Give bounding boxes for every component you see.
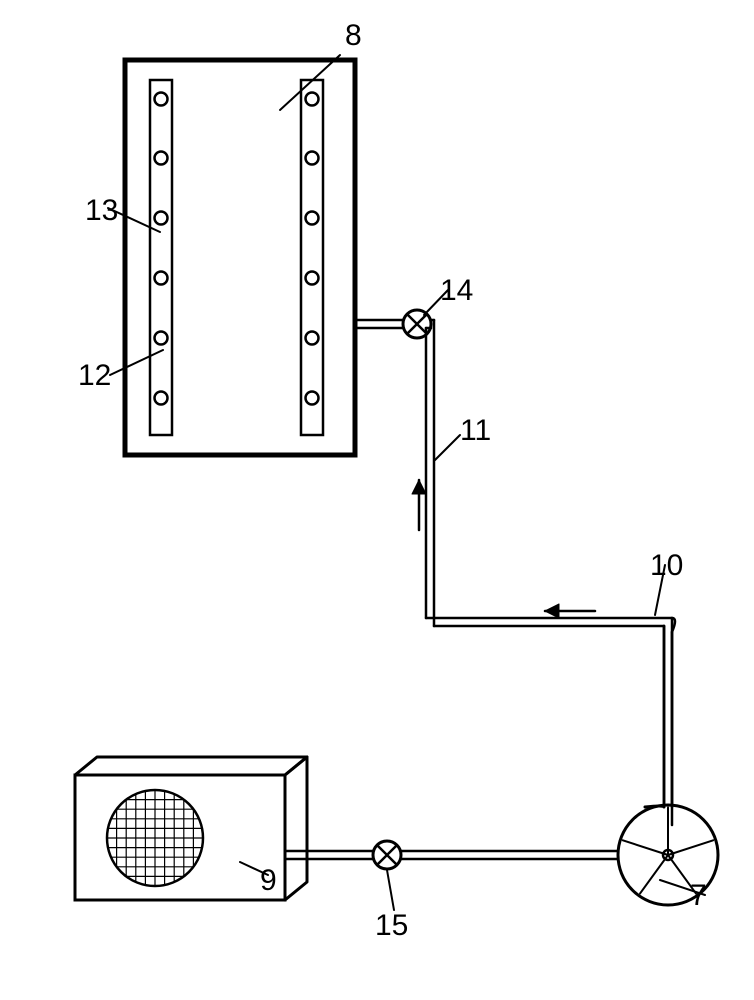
svg-text:14: 14 <box>440 274 473 307</box>
svg-text:7: 7 <box>690 879 707 912</box>
svg-text:12: 12 <box>78 359 111 392</box>
schematic-diagram: 7 8 9 10 11 12 13 14 15 <box>0 0 754 1000</box>
svg-text:15: 15 <box>375 909 408 942</box>
svg-text:13: 13 <box>85 194 118 227</box>
svg-text:8: 8 <box>345 19 362 52</box>
svg-text:10: 10 <box>650 549 683 582</box>
svg-text:9: 9 <box>260 864 277 897</box>
svg-text:11: 11 <box>460 414 491 447</box>
